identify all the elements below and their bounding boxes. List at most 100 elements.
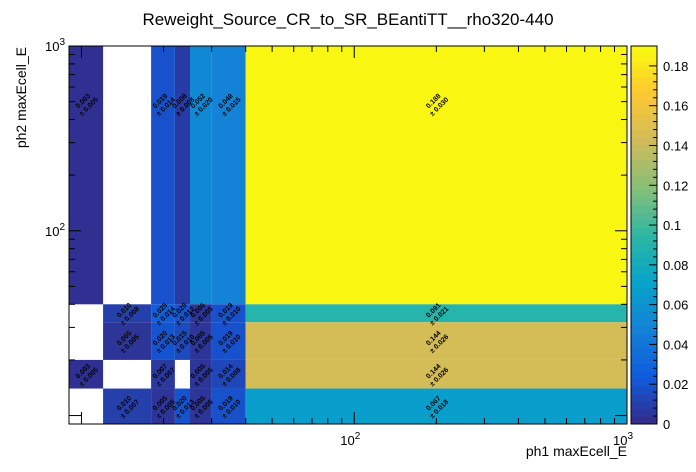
colorbar-band bbox=[631, 340, 657, 349]
chart-title: Reweight_Source_CR_to_SR_BEantiTT__rho32… bbox=[142, 10, 553, 29]
colorbar-band bbox=[631, 378, 657, 387]
colorbar-tick-label: 0.1 bbox=[663, 218, 681, 233]
colorbar-band bbox=[631, 114, 657, 123]
colorbar-band bbox=[631, 53, 657, 62]
colorbar-band bbox=[631, 174, 657, 183]
colorbar: 0 0.02 0.04 0.06 0.08 0.1 0.12 0.14 0.16 0.18 bbox=[630, 45, 688, 432]
colorbar-band bbox=[631, 76, 657, 85]
colorbar-band bbox=[631, 272, 657, 281]
colorbar-band bbox=[631, 401, 657, 410]
heatmap-cell bbox=[69, 359, 104, 389]
colorbar-band bbox=[631, 393, 657, 402]
colorbar-band bbox=[631, 136, 657, 145]
y-axis: 102 103 bbox=[45, 37, 627, 425]
x-axis: 102 103 bbox=[80, 46, 633, 448]
colorbar-band bbox=[631, 144, 657, 153]
heatmap-cell bbox=[151, 322, 175, 360]
heatmap-cell bbox=[151, 46, 175, 305]
colorbar-tick-label: 0.02 bbox=[663, 377, 688, 392]
colorbar-band bbox=[631, 151, 657, 160]
heatmap-cell bbox=[245, 359, 628, 389]
colorbar-band bbox=[631, 227, 657, 236]
colorbar-band bbox=[631, 348, 657, 357]
colorbar-band bbox=[631, 106, 657, 115]
colorbar-band bbox=[631, 46, 657, 55]
colorbar-band bbox=[631, 280, 657, 289]
colorbar-band bbox=[631, 129, 657, 138]
colorbar-band bbox=[631, 295, 657, 304]
heatmap-cell bbox=[190, 304, 212, 323]
heatmap-cell bbox=[103, 322, 152, 360]
colorbar-tick-label: 0.12 bbox=[663, 178, 688, 193]
heatmap-cell bbox=[245, 304, 628, 323]
x-axis-label: ph1 maxEcell_E bbox=[526, 443, 627, 459]
colorbar-band bbox=[631, 333, 657, 342]
heatmap-cell bbox=[211, 388, 246, 424]
colorbar-band bbox=[631, 287, 657, 296]
colorbar-band bbox=[631, 219, 657, 228]
heatmap-cell bbox=[151, 304, 175, 323]
heatmap-cell bbox=[245, 46, 628, 305]
colorbar-band bbox=[631, 189, 657, 198]
colorbar-band bbox=[631, 121, 657, 130]
colorbar-tick-label: 0.18 bbox=[663, 59, 688, 74]
heatmap-cell bbox=[103, 388, 152, 424]
heatmap-cell bbox=[151, 388, 175, 424]
colorbar-tick-label: 0.08 bbox=[663, 258, 688, 273]
colorbar-tick-label: 0.16 bbox=[663, 99, 688, 114]
heatmap-cell bbox=[174, 46, 191, 305]
colorbar-tick-label: 0.06 bbox=[663, 298, 688, 313]
heatmap-cell bbox=[174, 388, 191, 424]
colorbar-band bbox=[631, 91, 657, 100]
x-tick-label: 103 bbox=[613, 431, 633, 448]
colorbar-band bbox=[631, 355, 657, 365]
heatmap-cell bbox=[103, 304, 152, 323]
colorbar-band bbox=[631, 257, 657, 266]
colorbar-band bbox=[631, 197, 657, 206]
heatmap-cells bbox=[69, 46, 628, 424]
colorbar-band bbox=[631, 98, 657, 107]
heatmap-cell bbox=[190, 46, 212, 305]
heatmap-cell bbox=[190, 322, 212, 360]
heatmap-cell bbox=[174, 322, 191, 360]
colorbar-band bbox=[631, 166, 657, 176]
colorbar-band bbox=[631, 159, 657, 168]
heatmap-cell bbox=[174, 304, 191, 323]
heatmap-cell bbox=[211, 359, 246, 389]
colorbar-band bbox=[631, 212, 657, 221]
colorbar-band bbox=[631, 318, 657, 327]
colorbar-band bbox=[631, 363, 657, 372]
colorbar-band bbox=[631, 61, 657, 70]
colorbar-band bbox=[631, 242, 657, 251]
heatmap-cell bbox=[190, 359, 212, 389]
colorbar-frame bbox=[630, 45, 658, 425]
colorbar-tick-label: 0.14 bbox=[663, 138, 688, 153]
colorbar-band bbox=[631, 325, 657, 334]
plot-frame bbox=[68, 45, 628, 425]
heatmap-cell bbox=[211, 304, 246, 323]
colorbar-band bbox=[631, 408, 657, 417]
colorbar-band bbox=[631, 310, 657, 319]
colorbar-tick-label: 0 bbox=[663, 417, 670, 432]
colorbar-band bbox=[631, 386, 657, 395]
colorbar-band bbox=[631, 265, 657, 274]
y-tick-label: 102 bbox=[45, 222, 65, 239]
x-tick-label: 102 bbox=[340, 431, 360, 448]
heatmap-cell bbox=[151, 359, 175, 389]
y-axis-label: ph2 maxEcell_E bbox=[13, 47, 29, 148]
colorbar-band bbox=[631, 182, 657, 191]
colorbar-band bbox=[631, 371, 657, 380]
colorbar-band bbox=[631, 68, 657, 77]
y-tick-label: 103 bbox=[45, 37, 65, 54]
heatmap-cell bbox=[211, 46, 246, 305]
colorbar-band bbox=[631, 204, 657, 213]
heatmap-cell bbox=[211, 322, 246, 360]
colorbar-band bbox=[631, 83, 657, 92]
heatmap-cell bbox=[245, 322, 628, 360]
colorbar-band bbox=[631, 303, 657, 312]
colorbar-tick-label: 0.04 bbox=[663, 337, 688, 352]
heatmap-cell bbox=[190, 388, 212, 424]
colorbar-band bbox=[631, 250, 657, 259]
colorbar-band bbox=[631, 416, 657, 425]
